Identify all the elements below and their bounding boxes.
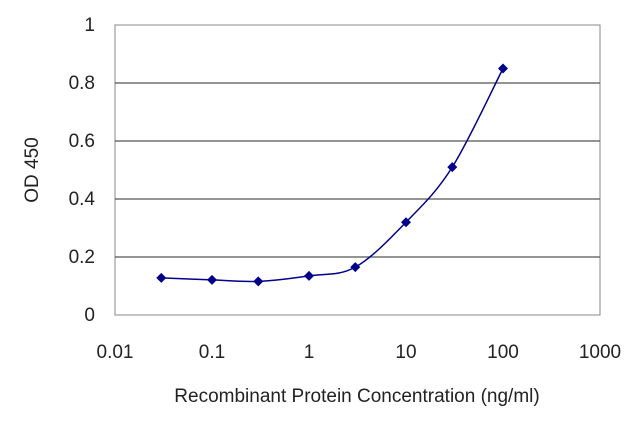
data-point <box>401 217 411 228</box>
data-point <box>253 276 264 287</box>
data-point <box>156 272 167 283</box>
y-tick-label: 0.4 <box>69 189 96 210</box>
y-tick-label: 0.2 <box>69 247 95 268</box>
y-tick-label: 0.6 <box>69 131 95 152</box>
y-tick-labels: 0 0.2 0.4 0.6 0.8 1 <box>69 15 96 326</box>
data-point <box>350 262 361 273</box>
x-tick-labels: 0.01 0.1 1 10 100 1000 <box>97 342 622 363</box>
data-point <box>498 63 508 74</box>
y-axis-title: OD 450 <box>22 137 43 202</box>
x-tick-label: 0.01 <box>97 342 134 363</box>
x-tick-label: 10 <box>395 342 416 363</box>
data-points <box>156 63 508 287</box>
gridlines <box>115 82 600 258</box>
x-tick-label: 100 <box>487 342 519 363</box>
y-tick-label: 0.8 <box>69 73 95 94</box>
data-point <box>304 270 314 281</box>
x-tick-label: 1 <box>304 342 315 363</box>
data-point <box>207 274 217 285</box>
plot-area <box>114 24 601 316</box>
data-point <box>447 162 458 173</box>
x-axis-title: Recombinant Protein Concentration (ng/ml… <box>174 386 539 407</box>
y-tick-label: 1 <box>84 15 95 36</box>
x-tick-label: 1000 <box>579 342 621 363</box>
x-tick-label: 0.1 <box>199 342 225 363</box>
y-tick-label: 0 <box>84 305 95 326</box>
